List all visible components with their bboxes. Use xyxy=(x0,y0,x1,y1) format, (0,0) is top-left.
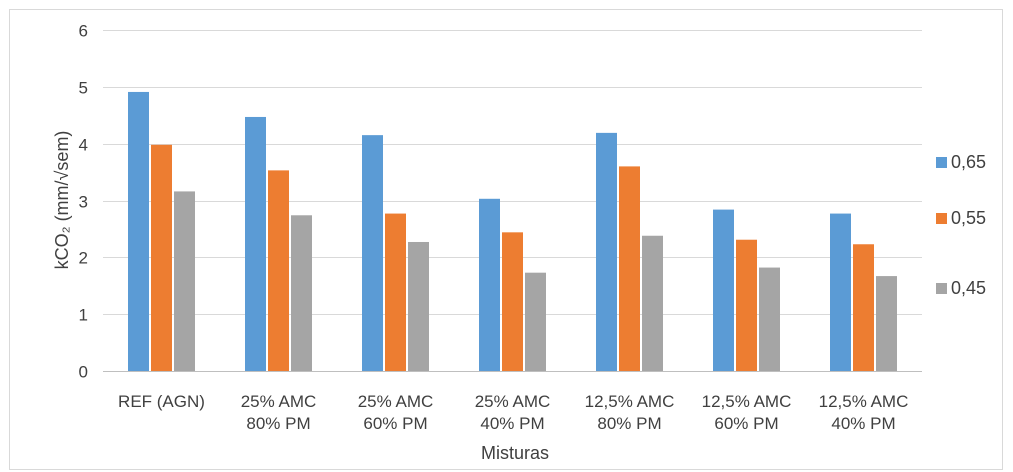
bar-series-1-cat-0 xyxy=(151,144,172,371)
bar-series-2-cat-4 xyxy=(642,235,663,371)
legend-swatch-0 xyxy=(936,157,947,168)
x-tick-label-line: 25% AMC xyxy=(358,392,434,411)
bar-series-2-cat-1 xyxy=(291,215,312,371)
bar-series-2-cat-5 xyxy=(759,267,780,371)
bar-series-1-cat-6 xyxy=(853,244,874,371)
x-tick-label: 12,5% AMC 40% PM xyxy=(819,392,909,433)
legend: 0,65 0,55 0,45 xyxy=(936,152,986,298)
x-tick-label-line: 12,5% AMC xyxy=(585,392,675,411)
bars xyxy=(128,91,897,372)
legend-swatch-1 xyxy=(936,213,947,224)
bar-series-1-cat-2 xyxy=(385,213,406,371)
x-tick-label: 25% AMC 80% PM xyxy=(241,392,317,433)
y-tick-label: 5 xyxy=(79,79,88,98)
y-tick-label: 6 xyxy=(79,22,88,41)
gridlines xyxy=(103,30,922,372)
x-tick-label-line: 60% PM xyxy=(714,414,778,433)
legend-label-2: 0,45 xyxy=(951,278,986,298)
bar-series-0-cat-6 xyxy=(830,213,851,371)
bar-series-0-cat-1 xyxy=(245,116,266,372)
y-tick-labels: 0 1 2 3 4 5 6 xyxy=(79,22,88,382)
legend-label-0: 0,65 xyxy=(951,152,986,172)
y-tick-label: 1 xyxy=(79,306,88,325)
bar-series-0-cat-3 xyxy=(479,198,500,371)
bar-series-1-cat-3 xyxy=(502,232,523,371)
x-tick-label-line: 80% PM xyxy=(597,414,661,433)
y-tick-label: 0 xyxy=(79,363,88,382)
bar-series-0-cat-5 xyxy=(713,209,734,371)
x-tick-label-line: 40% PM xyxy=(831,414,895,433)
x-tick-label-line: 60% PM xyxy=(363,414,427,433)
x-tick-label-line: 25% AMC xyxy=(241,392,317,411)
bar-series-0-cat-4 xyxy=(596,132,617,371)
bar-series-2-cat-2 xyxy=(408,241,429,371)
bar-series-1-cat-4 xyxy=(619,166,640,371)
bar-series-0-cat-2 xyxy=(362,135,383,371)
x-tick-label: 25% AMC 60% PM xyxy=(358,392,434,433)
bar-series-1-cat-1 xyxy=(268,170,289,371)
y-tick-label: 3 xyxy=(79,193,88,212)
bar-series-2-cat-3 xyxy=(525,272,546,371)
x-tick-label: 25% AMC 40% PM xyxy=(475,392,551,433)
x-tick-label-line: 25% AMC xyxy=(475,392,551,411)
bar-series-0-cat-0 xyxy=(128,91,149,371)
y-axis-title: kCO₂ (mm/√sem) xyxy=(52,131,72,270)
legend-swatch-2 xyxy=(936,283,947,294)
y-tick-label: 4 xyxy=(79,136,88,155)
x-tick-label: REF (AGN) xyxy=(118,392,205,411)
x-tick-label: 12,5% AMC 60% PM xyxy=(702,392,792,433)
x-tick-label-line: 40% PM xyxy=(480,414,544,433)
x-axis-title: Misturas xyxy=(481,443,549,463)
x-tick-label-line: 12,5% AMC xyxy=(702,392,792,411)
x-tick-label-line: REF (AGN) xyxy=(118,392,205,411)
x-tick-label-line: 80% PM xyxy=(246,414,310,433)
legend-label-1: 0,55 xyxy=(951,208,986,228)
bar-series-2-cat-0 xyxy=(174,191,195,371)
bar-series-1-cat-5 xyxy=(736,239,757,371)
x-tick-label-line: 12,5% AMC xyxy=(819,392,909,411)
y-tick-label: 2 xyxy=(79,249,88,268)
x-tick-label: 12,5% AMC 80% PM xyxy=(585,392,675,433)
bar-series-2-cat-6 xyxy=(876,276,897,371)
